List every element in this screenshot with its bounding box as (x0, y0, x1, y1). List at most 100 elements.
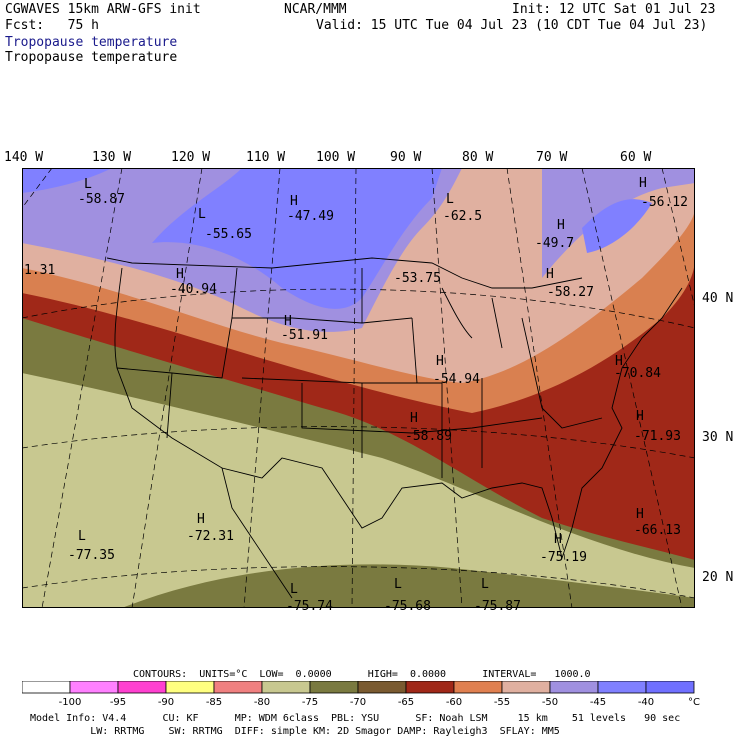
extremum-value: -75.87 (474, 599, 521, 614)
high-marker: H (636, 507, 644, 522)
extremum-value: -72.31 (187, 529, 234, 544)
extremum-value: 1.31 (24, 263, 56, 278)
field-title-primary: Tropopause temperature (5, 35, 178, 50)
lon-label: 130 W (92, 150, 132, 165)
legend-swatch (165, 681, 215, 694)
low-marker: L (394, 577, 402, 592)
legend-swatch (597, 681, 647, 694)
band-minus50-east (542, 168, 695, 278)
weather-map (22, 168, 695, 608)
legend-tick-label: -50 (542, 697, 558, 708)
extremum-value: -77.35 (68, 548, 115, 563)
band-minus45 (152, 168, 442, 309)
legend-swatch (405, 681, 455, 694)
lat-label: 30 N (702, 430, 734, 445)
legend-tick-label: -75 (302, 697, 318, 708)
extremum-value: -54.94 (433, 372, 480, 387)
legend-swatch (453, 681, 503, 694)
lon-label: 80 W (462, 150, 494, 165)
high-marker: H (615, 354, 623, 369)
extremum-value: -58.27 (547, 285, 594, 300)
high-marker: H (554, 532, 562, 547)
lat-label: 20 N (702, 570, 734, 585)
extremum-value: -55.65 (205, 227, 252, 242)
grid-lines (22, 168, 695, 608)
band-south-olive (122, 564, 695, 608)
extremum-value: -70.84 (614, 366, 661, 381)
band-minus45-nw (22, 168, 112, 193)
extremum-value: -58.87 (78, 192, 125, 207)
low-marker: L (481, 577, 489, 592)
extremum-value: -49.7 (535, 236, 575, 251)
legend-unit: °C (688, 697, 700, 708)
color-legend: -100 -95 -90 -85 -80 -75 -70 -65 -60 -55 -50 -45 -40… (22, 681, 700, 708)
legend-tick-label: -90 (158, 697, 174, 708)
model-title: CGWAVES 15km ARW-GFS init (5, 2, 201, 17)
extremum-value: -71.93 (634, 429, 681, 444)
lon-label: 140 W (4, 150, 44, 165)
model-info: Model Info: V4.4 CU: KF MP: WDM 6class P… (30, 713, 681, 724)
legend-tick-label: -95 (110, 697, 126, 708)
legend-swatch (309, 681, 359, 694)
high-marker: H (636, 409, 644, 424)
extremum-value: -62.5 (443, 209, 483, 224)
field-title-secondary: Tropopause temperature (5, 50, 178, 65)
legend-tick-label: -100 (59, 697, 82, 708)
valid-time: Valid: 15 UTC Tue 04 Jul 23 (10 CDT Tue … (316, 18, 708, 33)
legend-tick-label: -45 (590, 697, 606, 708)
legend-swatch (22, 681, 71, 694)
high-marker: H (546, 267, 554, 282)
legend-tick-label: -40 (638, 697, 654, 708)
high-marker: H (197, 512, 205, 527)
forecast-hour: Fcst: 75 h (5, 18, 99, 33)
extremum-value: -56.12 (641, 195, 688, 210)
legend-swatch (549, 681, 599, 694)
legend-tick-label: -70 (350, 697, 366, 708)
extremum-value: -40.94 (170, 282, 217, 297)
band-minus45-ne (582, 199, 652, 253)
high-marker: H (410, 411, 418, 426)
high-marker: H (557, 218, 565, 233)
high-marker: H (436, 354, 444, 369)
legend-swatch (357, 681, 407, 694)
extremum-value: -66.13 (634, 523, 681, 538)
high-marker: H (176, 267, 184, 282)
lat-label: 40 N (702, 291, 734, 306)
legend-tick-label: -85 (206, 697, 222, 708)
low-marker: L (78, 529, 86, 544)
boundary-lines (106, 257, 683, 599)
legend-tick-label: -55 (494, 697, 510, 708)
extremum-value: -51.91 (281, 328, 328, 343)
legend-tick-label: -60 (446, 697, 462, 708)
extremum-value: -75.74 (286, 599, 333, 614)
lon-label: 120 W (171, 150, 211, 165)
low-marker: L (446, 192, 454, 207)
low-marker: L (290, 582, 298, 597)
legend-tick-label: -65 (398, 697, 414, 708)
lon-label: 110 W (246, 150, 286, 165)
low-marker: L (84, 177, 92, 192)
lon-label: 60 W (620, 150, 652, 165)
legend-tick-label: -80 (254, 697, 270, 708)
lon-label: 70 W (536, 150, 568, 165)
lon-label: 90 W (390, 150, 422, 165)
legend-swatch (117, 681, 167, 694)
contours-info: CONTOURS: UNITS=°C LOW= 0.0000 HIGH= 0.0… (133, 669, 591, 680)
extremum-value: -58.89 (405, 429, 452, 444)
high-marker: H (290, 194, 298, 209)
map-frame (22, 168, 695, 608)
legend-swatch (69, 681, 119, 694)
init-time: Init: 12 UTC Sat 01 Jul 23 (512, 2, 716, 17)
legend-swatch (213, 681, 263, 694)
legend-swatch (645, 681, 695, 694)
extremum-value: -53.75 (394, 271, 441, 286)
legend-swatch (501, 681, 551, 694)
extremum-value: -75.68 (384, 599, 431, 614)
high-marker: H (639, 176, 647, 191)
organization: NCAR/MMM (284, 2, 347, 17)
lon-label: 100 W (316, 150, 356, 165)
low-marker: L (198, 207, 206, 222)
extremum-value: -75.19 (540, 550, 587, 565)
legend-swatch (261, 681, 311, 694)
extremum-value: -47.49 (287, 209, 334, 224)
